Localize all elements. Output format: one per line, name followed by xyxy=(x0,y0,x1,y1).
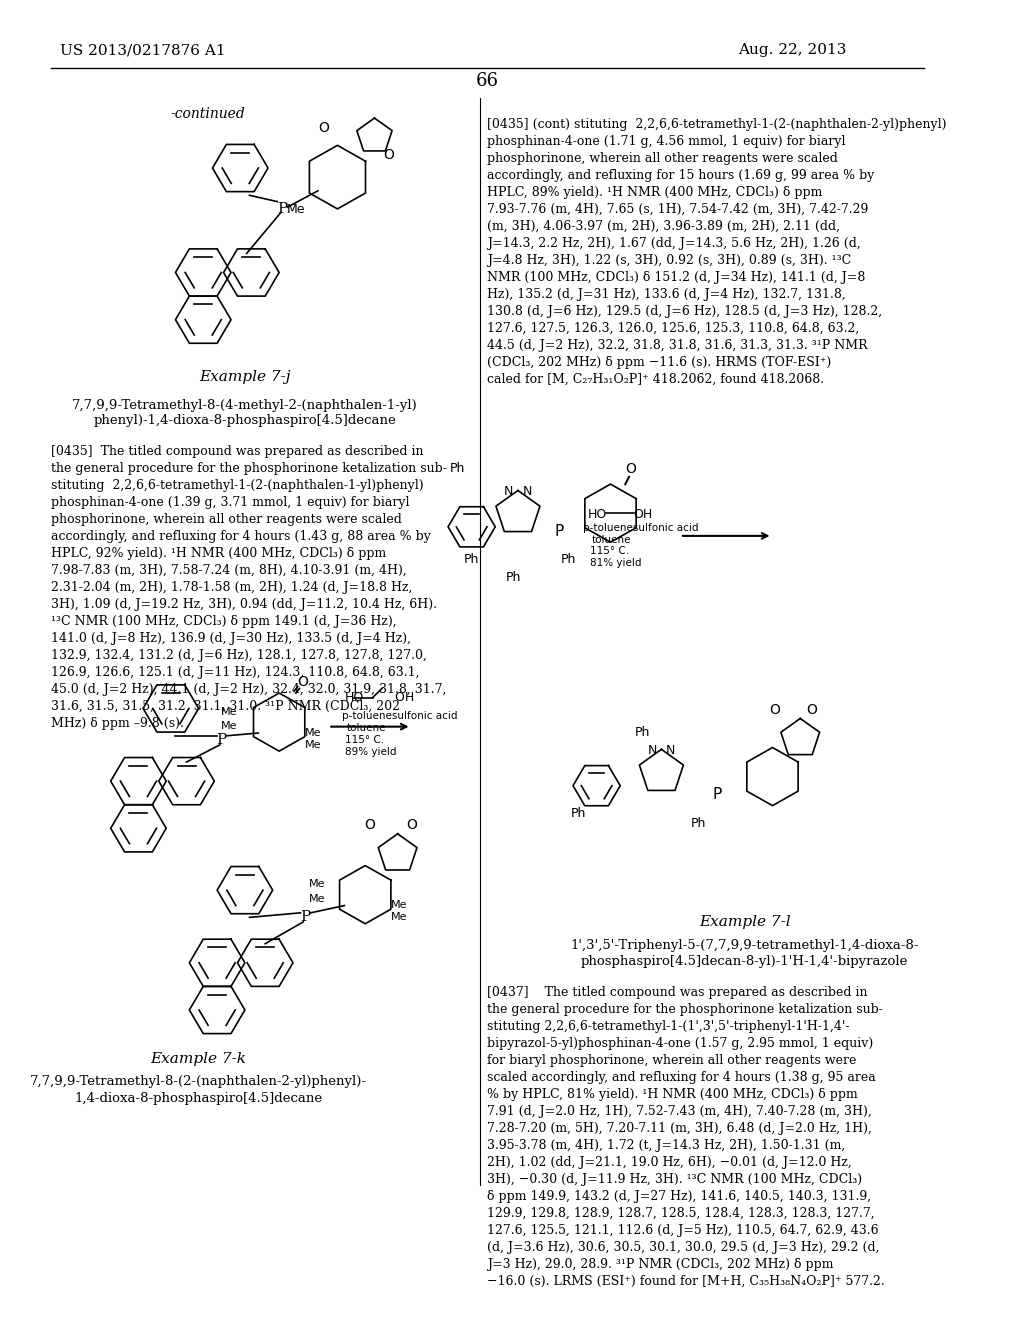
Text: HO: HO xyxy=(345,692,365,704)
Text: [0437]    The titled compound was prepared as described in
the general procedure: [0437] The titled compound was prepared … xyxy=(487,986,885,1287)
Text: 115° C.: 115° C. xyxy=(345,735,384,744)
Text: P: P xyxy=(276,202,287,216)
Text: Ph: Ph xyxy=(570,808,586,821)
Text: p-toluenesulfonic acid: p-toluenesulfonic acid xyxy=(583,523,698,533)
Text: 1,4-dioxa-8-phosphaspiro[4.5]decane: 1,4-dioxa-8-phosphaspiro[4.5]decane xyxy=(75,1092,323,1105)
Text: 81% yield: 81% yield xyxy=(590,558,642,568)
Text: Ph: Ph xyxy=(451,462,466,475)
Text: O: O xyxy=(806,704,817,717)
Text: O: O xyxy=(297,675,308,689)
Text: Me: Me xyxy=(221,706,238,717)
Text: -continued: -continued xyxy=(171,107,246,121)
Text: Me: Me xyxy=(309,894,326,904)
Text: P: P xyxy=(217,734,227,747)
Text: 115° C.: 115° C. xyxy=(590,546,630,556)
Text: Ph: Ph xyxy=(464,553,479,566)
Text: toluene: toluene xyxy=(347,723,386,733)
Text: Ph: Ph xyxy=(691,817,707,829)
Text: P: P xyxy=(555,524,564,539)
Text: Example 7-l: Example 7-l xyxy=(699,916,791,929)
Text: Me: Me xyxy=(391,912,408,923)
Text: O: O xyxy=(383,148,394,162)
Text: [0435]  The titled compound was prepared as described in
the general procedure f: [0435] The titled compound was prepared … xyxy=(50,445,446,730)
Text: Me: Me xyxy=(305,739,322,750)
Text: O: O xyxy=(365,818,375,833)
Text: [0435] (cont) stituting  2,2,6,6-tetramethyl-1-(2-(naphthalen-2-yl)phenyl)
phosp: [0435] (cont) stituting 2,2,6,6-tetramet… xyxy=(487,117,947,385)
Text: P: P xyxy=(713,787,722,803)
Text: OH: OH xyxy=(364,692,415,704)
Text: Ph: Ph xyxy=(635,726,650,739)
Text: Me: Me xyxy=(391,900,408,911)
Text: Ph: Ph xyxy=(506,572,521,585)
Text: 89% yield: 89% yield xyxy=(345,747,396,756)
Text: O: O xyxy=(318,120,329,135)
Text: 66: 66 xyxy=(476,73,499,90)
Text: p-toluenesulfonic acid: p-toluenesulfonic acid xyxy=(342,711,458,721)
Text: Example 7-j: Example 7-j xyxy=(199,371,291,384)
Text: 1',3',5'-Triphenyl-5-(7,7,9,9-tetramethyl-1,4-dioxa-8-: 1',3',5'-Triphenyl-5-(7,7,9,9-tetramethy… xyxy=(570,939,919,952)
Text: US 2013/0217876 A1: US 2013/0217876 A1 xyxy=(59,44,225,58)
Text: phosphaspiro[4.5]decan-8-yl)-1'H-1,4'-bipyrazole: phosphaspiro[4.5]decan-8-yl)-1'H-1,4'-bi… xyxy=(581,954,908,968)
Text: Me: Me xyxy=(309,879,326,890)
Text: Example 7-k: Example 7-k xyxy=(151,1052,247,1065)
Text: O: O xyxy=(769,704,779,717)
Text: Ph: Ph xyxy=(561,553,577,566)
Text: N: N xyxy=(647,744,656,756)
Text: 7,7,9,9-Tetramethyl-8-(4-methyl-2-(naphthalen-1-yl): 7,7,9,9-Tetramethyl-8-(4-methyl-2-(napht… xyxy=(72,399,418,412)
Text: Aug. 22, 2013: Aug. 22, 2013 xyxy=(738,44,847,58)
Text: Me: Me xyxy=(305,727,322,738)
Text: N: N xyxy=(522,484,531,498)
Text: Me: Me xyxy=(287,203,305,216)
Text: O: O xyxy=(407,818,417,833)
Text: toluene: toluene xyxy=(592,535,632,545)
Text: O: O xyxy=(626,462,636,477)
Text: OH: OH xyxy=(634,508,653,520)
Text: P: P xyxy=(300,911,310,924)
Text: N: N xyxy=(504,484,513,498)
Text: HO: HO xyxy=(588,508,606,520)
Text: Me: Me xyxy=(221,721,238,731)
Text: 7,7,9,9-Tetramethyl-8-(2-(naphthalen-2-yl)phenyl)-: 7,7,9,9-Tetramethyl-8-(2-(naphthalen-2-y… xyxy=(30,1076,368,1089)
Text: phenyl)-1,4-dioxa-8-phosphaspiro[4.5]decane: phenyl)-1,4-dioxa-8-phosphaspiro[4.5]dec… xyxy=(93,414,396,428)
Text: N: N xyxy=(666,744,676,756)
